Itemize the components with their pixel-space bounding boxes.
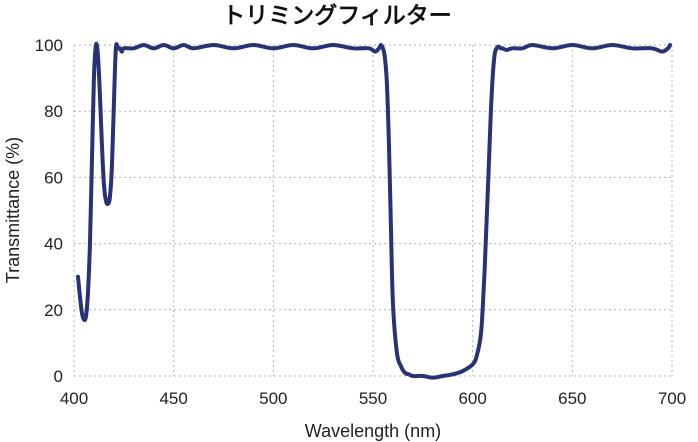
y-tick-label: 60 [44,168,63,187]
transmittance-line [75,41,673,380]
y-tick-label: 20 [44,301,63,320]
x-axis-label: Wavelength (nm) [305,421,441,441]
x-axis-ticks: 400 450 500 550 600 650 700 [60,389,686,408]
x-tick-label: 600 [458,389,486,408]
x-tick-label: 500 [259,389,287,408]
x-tick-label: 400 [60,389,88,408]
y-tick-label: 0 [54,367,63,386]
chart-title: トリミングフィルター [222,2,452,29]
y-tick-label: 100 [35,36,63,55]
y-tick-label: 80 [44,102,63,121]
x-tick-label: 550 [359,389,387,408]
x-tick-label: 450 [159,389,187,408]
y-axis-label: Transmittance (%) [3,137,23,283]
y-axis-ticks: 0 20 40 60 80 100 [35,36,63,386]
x-tick-label: 700 [658,389,686,408]
x-tick-label: 650 [558,389,586,408]
grid [73,44,673,377]
y-tick-label: 40 [44,235,63,254]
